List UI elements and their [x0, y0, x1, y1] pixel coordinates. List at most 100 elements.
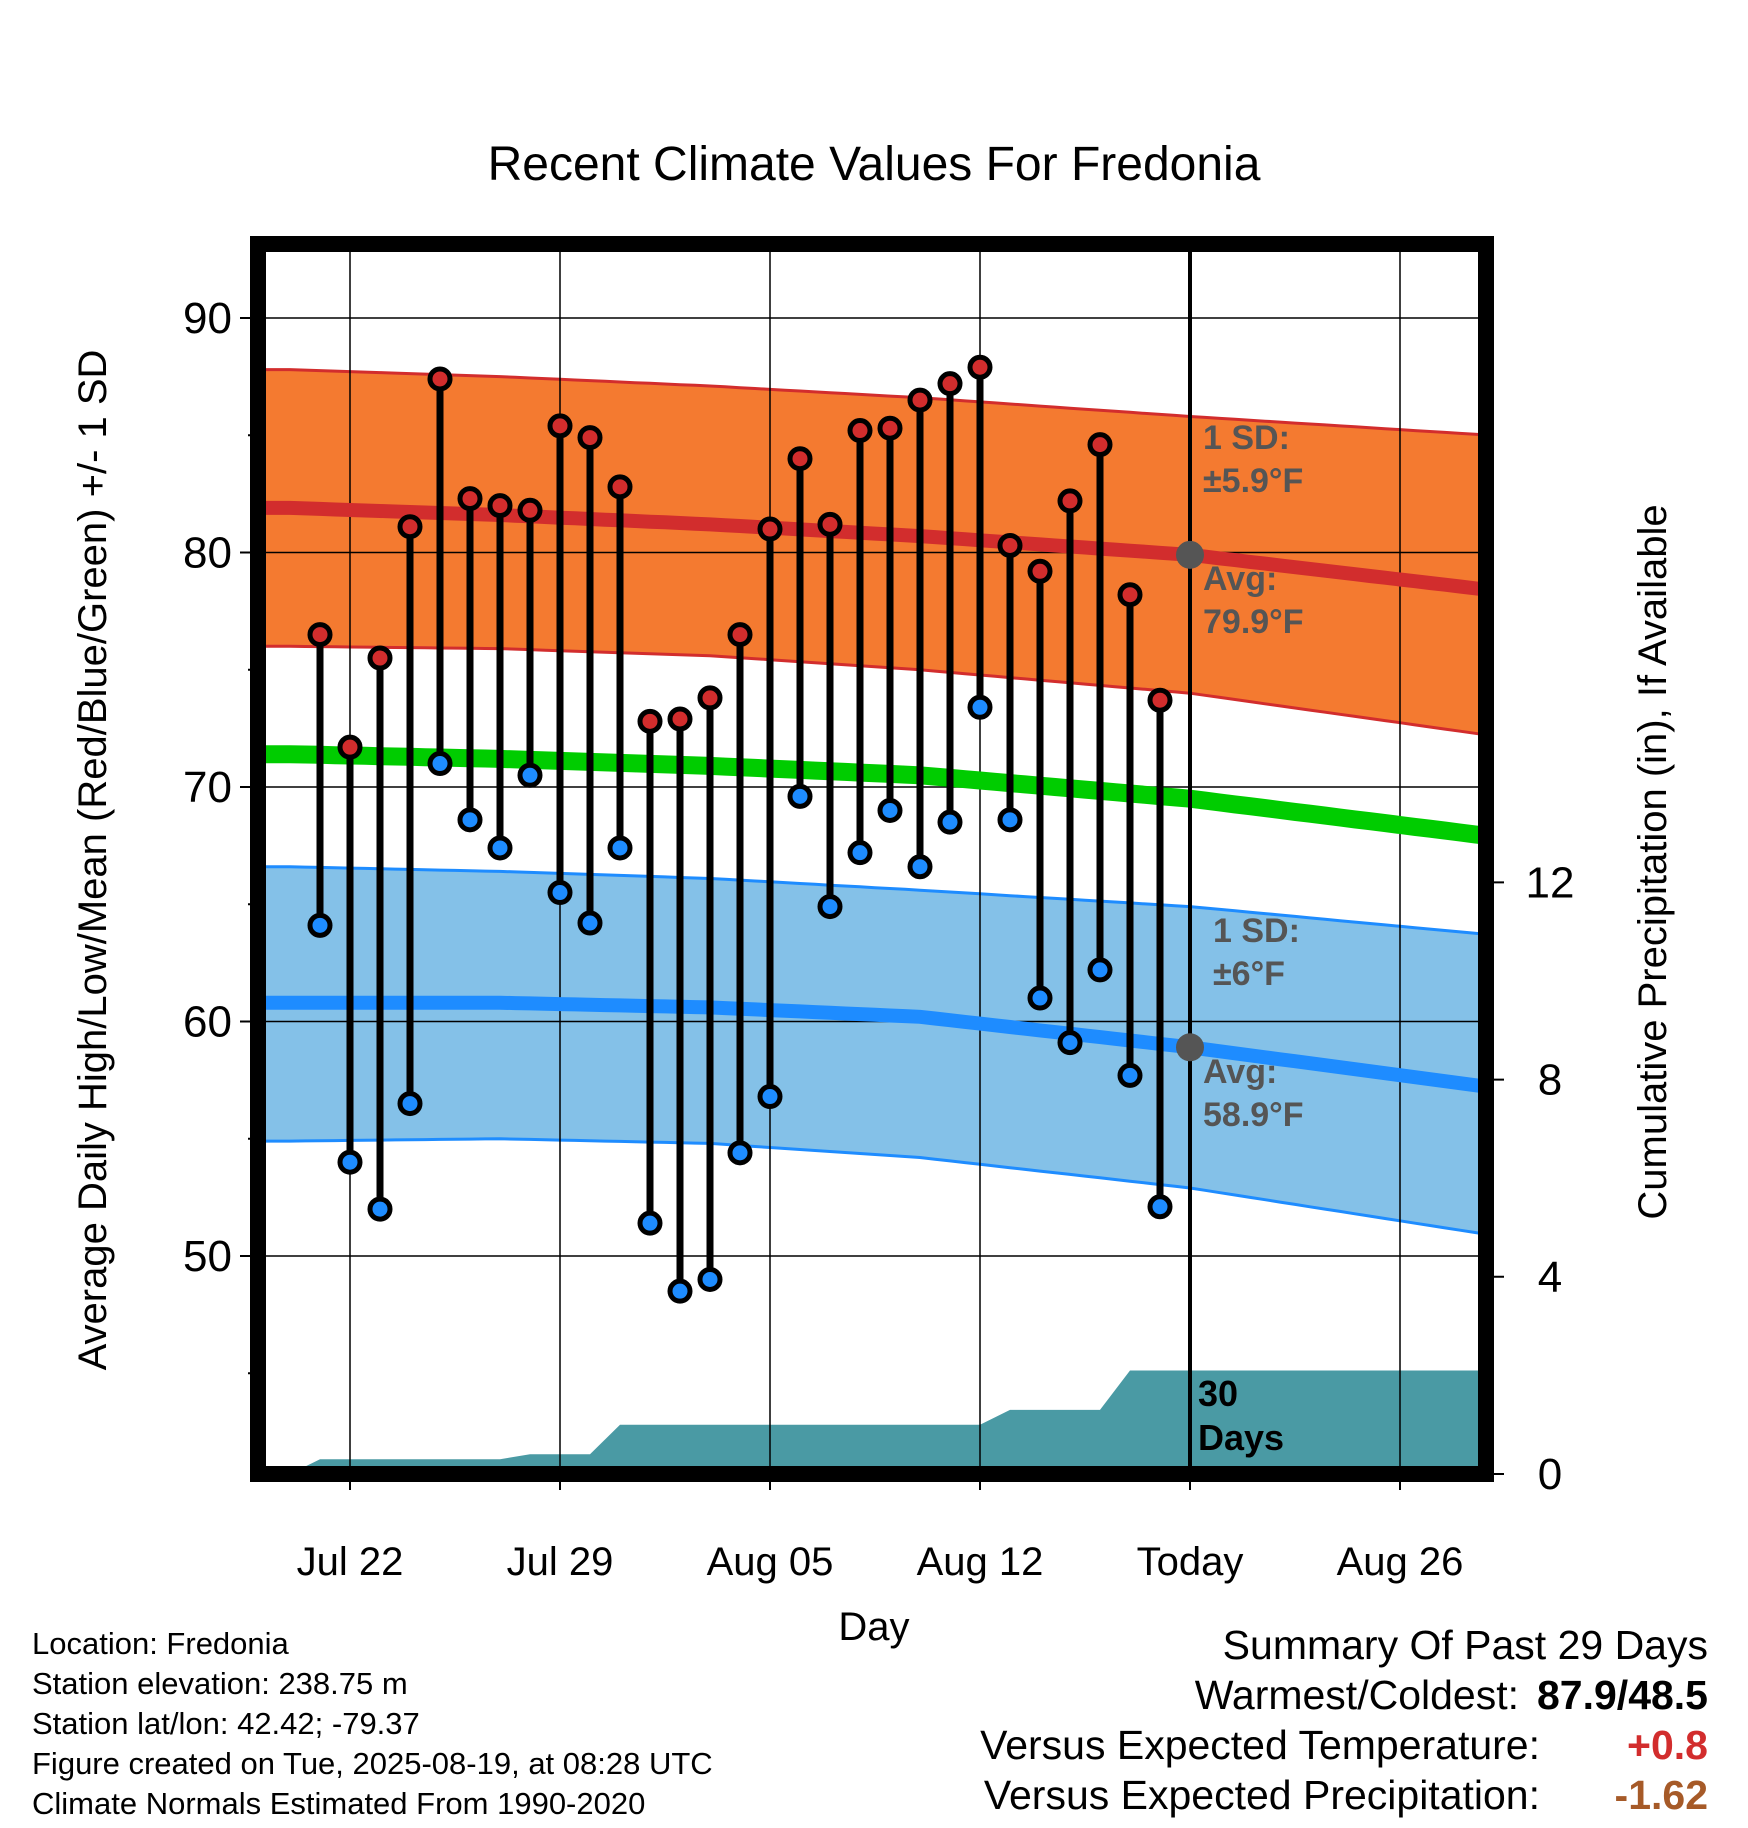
daily-high-point — [547, 413, 573, 439]
daily-low-point — [997, 807, 1023, 833]
daily-high-point — [937, 371, 963, 397]
latlon-text: Station lat/lon: 42.42; -79.37 — [32, 1706, 420, 1741]
daily-high-point — [517, 497, 543, 523]
high-sd-value: ±5.9°F — [1203, 462, 1303, 500]
low-sd-value: ±6°F — [1213, 955, 1285, 993]
daily-high-point — [877, 415, 903, 441]
precip-value: -1.62 — [1614, 1772, 1708, 1818]
summary-temp-row: Versus Expected Temperature: +0.8 — [980, 1720, 1708, 1770]
x-tick-label: Aug 12 — [917, 1540, 1044, 1584]
daily-high-point — [307, 622, 333, 648]
y2-tick-label: 12 — [1526, 858, 1575, 907]
y-tick-label: 80 — [183, 529, 232, 578]
location-text: Location: Fredonia — [32, 1626, 289, 1661]
daily-high-point — [967, 354, 993, 380]
station-info: Location: Fredonia Station elevation: 23… — [32, 1624, 713, 1824]
daily-high-point — [727, 622, 753, 648]
daily-high-point — [907, 387, 933, 413]
daily-high-point — [637, 708, 663, 734]
y-tick-label: 60 — [183, 998, 232, 1047]
temp-value: +0.8 — [1627, 1722, 1708, 1768]
daily-high-point — [1057, 488, 1083, 514]
daily-low-point — [337, 1149, 363, 1175]
daily-low-point — [547, 880, 573, 906]
y-tick-label: 70 — [183, 763, 232, 812]
low-sd-band — [260, 866, 1486, 1235]
daily-low-point — [1057, 1030, 1083, 1056]
today-low-avg-marker — [1176, 1033, 1204, 1062]
today-high-avg-marker — [1176, 540, 1204, 569]
daily-high-point — [607, 474, 633, 500]
daily-low-point — [307, 912, 333, 938]
low-sd-upper-line — [260, 865, 1486, 936]
daily-high-point — [757, 516, 783, 542]
y-axis-label: Average Daily High/Low/Mean (Red/Blue/Gr… — [71, 350, 115, 1371]
daily-low-point — [637, 1210, 663, 1236]
daily-low-point — [817, 894, 843, 920]
x-tick-label: Aug 26 — [1337, 1540, 1464, 1584]
daily-low-point — [427, 751, 453, 777]
daily-high-point — [397, 514, 423, 540]
daily-low-point — [697, 1266, 723, 1292]
daily-low-point — [517, 762, 543, 788]
low-avg-line — [260, 995, 1486, 1094]
normals-text: Climate Normals Estimated From 1990-2020 — [32, 1786, 646, 1821]
plot-frame — [250, 236, 1494, 1482]
daily-low-point — [667, 1278, 693, 1304]
daily-low-point — [787, 783, 813, 809]
daily-high-point — [1027, 558, 1053, 584]
summary-title: Summary Of Past 29 Days — [1222, 1622, 1708, 1668]
summary-panel: Summary Of Past 29 Days Warmest/Coldest:… — [980, 1620, 1708, 1820]
daily-low-point — [397, 1091, 423, 1117]
daily-low-point — [847, 840, 873, 866]
low-sd-label: 1 SD: — [1213, 912, 1300, 950]
elevation-text: Station elevation: 238.75 m — [32, 1666, 408, 1701]
daily-low-point — [967, 694, 993, 720]
warm-cold-value: 87.9/48.5 — [1537, 1672, 1708, 1718]
y2-axis-label: Cumulative Precipitation (in), If Availa… — [1631, 504, 1675, 1219]
daily-high-point — [817, 511, 843, 537]
daily-high-point — [697, 685, 723, 711]
y-tick-label: 50 — [183, 1232, 232, 1281]
daily-high-point — [1147, 687, 1173, 713]
low-avg-value: 58.9°F — [1203, 1096, 1304, 1134]
daily-high-point — [577, 425, 603, 451]
daily-high-point — [1087, 432, 1113, 458]
x-tick-label: Jul 29 — [507, 1540, 614, 1584]
daily-low-point — [1147, 1194, 1173, 1220]
y-tick-label: 90 — [183, 294, 232, 343]
daily-low-point — [907, 854, 933, 880]
summary-warm-cold-row: Warmest/Coldest: 87.9/48.5 — [980, 1670, 1708, 1720]
daily-low-point — [487, 835, 513, 861]
precip-days-label: Days — [1198, 1417, 1284, 1458]
daily-high-point — [427, 366, 453, 392]
x-tick-label: Aug 05 — [707, 1540, 834, 1584]
daily-low-point — [757, 1084, 783, 1110]
low-sd-lower-line — [260, 1137, 1486, 1236]
daily-low-point — [1117, 1062, 1143, 1088]
daily-high-point — [997, 532, 1023, 558]
y2-tick-label: 4 — [1538, 1253, 1562, 1302]
y2-tick-label: 8 — [1538, 1056, 1562, 1105]
daily-high-point — [487, 493, 513, 519]
high-sd-label: 1 SD: — [1203, 419, 1290, 457]
daily-high-point — [667, 706, 693, 732]
daily-low-point — [1087, 957, 1113, 983]
daily-low-point — [877, 797, 903, 823]
x-tick-label: Today — [1137, 1540, 1244, 1584]
summary-precip-row: Versus Expected Precipitation: -1.62 — [980, 1770, 1708, 1820]
daily-low-point — [577, 910, 603, 936]
high-avg-label: Avg: — [1203, 560, 1277, 598]
x-axis-label: Day — [838, 1605, 909, 1649]
chart-title: Recent Climate Values For Fredonia — [488, 138, 1261, 191]
low-avg-label: Avg: — [1203, 1053, 1277, 1091]
daily-high-point — [1117, 582, 1143, 608]
daily-low-point — [937, 809, 963, 835]
plot-area — [258, 244, 1486, 1474]
daily-high-point — [787, 446, 813, 472]
high-sd-upper-line — [260, 368, 1486, 437]
daily-high-point — [337, 734, 363, 760]
y2-tick-label: 0 — [1538, 1450, 1562, 1499]
precip-area — [290, 1370, 1486, 1474]
warm-cold-label: Warmest/Coldest: — [1194, 1672, 1519, 1718]
